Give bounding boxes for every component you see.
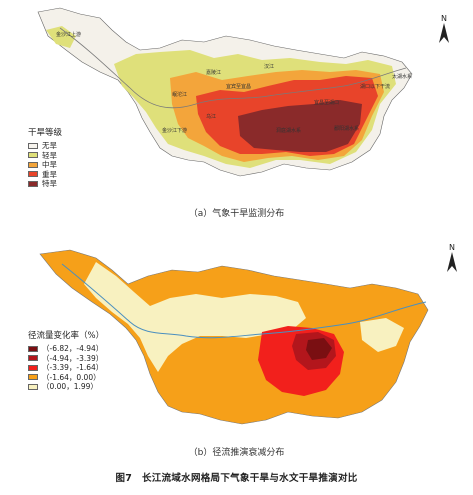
figure-caption: 图7 长江流域水网格局下气象干旱与水文干旱推演对比 bbox=[115, 473, 358, 484]
legend-item: （0.00，1.99） bbox=[28, 382, 104, 392]
north-label: N bbox=[449, 243, 455, 252]
legend-swatch bbox=[28, 142, 38, 149]
legend-swatch bbox=[28, 152, 38, 159]
legend-swatch bbox=[28, 171, 38, 178]
region-label: 洞庭湖水系 bbox=[276, 127, 301, 134]
north-arrow-icon: N bbox=[438, 14, 450, 43]
region-label: 金沙江上游 bbox=[56, 31, 81, 38]
legend-swatch bbox=[28, 355, 38, 362]
legend-item: 中旱 bbox=[28, 160, 62, 170]
map-b-caption: （b）径流推演衰减分布 bbox=[188, 448, 285, 458]
region-label: 汉江 bbox=[264, 63, 274, 70]
extreme-drought-zone bbox=[238, 100, 362, 152]
legend-item: （-1.64，0.00） bbox=[28, 373, 104, 383]
legend-item: （-4.94，-3.39） bbox=[28, 354, 104, 364]
region-label: 嘉陵江 bbox=[206, 69, 221, 76]
legend-swatch bbox=[28, 161, 38, 168]
positive-change-east bbox=[360, 318, 404, 352]
legend-item: 重旱 bbox=[28, 170, 62, 180]
region-label: 太湖水系 bbox=[392, 73, 412, 80]
drought-legend: 干旱等级 无旱 轻旱 中旱 重旱 特旱 bbox=[28, 126, 62, 189]
river-line-b bbox=[61, 263, 427, 339]
north-arrow-icon: N bbox=[446, 243, 458, 272]
legend-title: 干旱等级 bbox=[28, 128, 63, 138]
region-label: 湖口以下干流 bbox=[360, 83, 390, 90]
legend-item: 特旱 bbox=[28, 179, 62, 189]
legend-swatch bbox=[28, 364, 38, 371]
map-a-caption: （a）气象干旱监测分布 bbox=[188, 209, 285, 219]
region-label: 金沙江下游 bbox=[162, 127, 187, 134]
positive-change-zone bbox=[84, 262, 306, 372]
legend-title: 径流量变化率（%） bbox=[28, 331, 105, 341]
legend-item: 无旱 bbox=[28, 141, 62, 151]
region-label: 乌江 bbox=[206, 113, 216, 120]
runoff-decline-map bbox=[0, 232, 473, 464]
north-label: N bbox=[441, 14, 447, 23]
legend-swatch bbox=[28, 374, 38, 381]
region-label: 宜昌至湖口 bbox=[314, 99, 339, 106]
light-drought-west bbox=[46, 26, 76, 48]
legend-item: （-6.82，-4.94） bbox=[28, 344, 104, 354]
runoff-legend: 径流量变化率（%） （-6.82，-4.94） （-4.94，-3.39） （-… bbox=[28, 329, 104, 392]
legend-swatch bbox=[28, 345, 38, 352]
region-label: 鄱阳湖水系 bbox=[334, 125, 359, 132]
legend-swatch bbox=[28, 383, 38, 390]
extreme-decline-zone bbox=[306, 338, 332, 360]
legend-item: （-3.39，-1.64） bbox=[28, 363, 104, 373]
legend-item: 轻旱 bbox=[28, 151, 62, 161]
region-label: 岷沱江 bbox=[172, 91, 187, 98]
river-line bbox=[59, 27, 407, 109]
legend-swatch bbox=[28, 180, 38, 187]
drought-monitoring-map: 金沙江上游 嘉陵江 岷沱江 汉江 宜宾至宜昌 宜昌至湖口 太湖水系 湖口以下干流… bbox=[0, 0, 473, 212]
region-label: 宜宾至宜昌 bbox=[226, 83, 251, 90]
